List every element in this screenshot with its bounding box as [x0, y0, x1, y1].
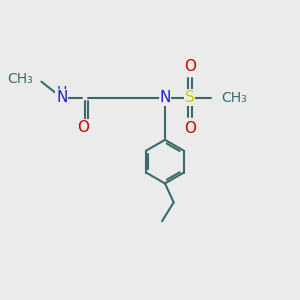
- Text: N: N: [56, 90, 68, 105]
- Text: H: H: [57, 85, 67, 99]
- Text: CH₃: CH₃: [8, 72, 33, 86]
- Text: N: N: [159, 90, 171, 105]
- Text: O: O: [184, 59, 196, 74]
- Text: S: S: [185, 90, 194, 105]
- Text: O: O: [77, 120, 89, 135]
- Text: CH₃: CH₃: [221, 91, 247, 105]
- Text: O: O: [184, 121, 196, 136]
